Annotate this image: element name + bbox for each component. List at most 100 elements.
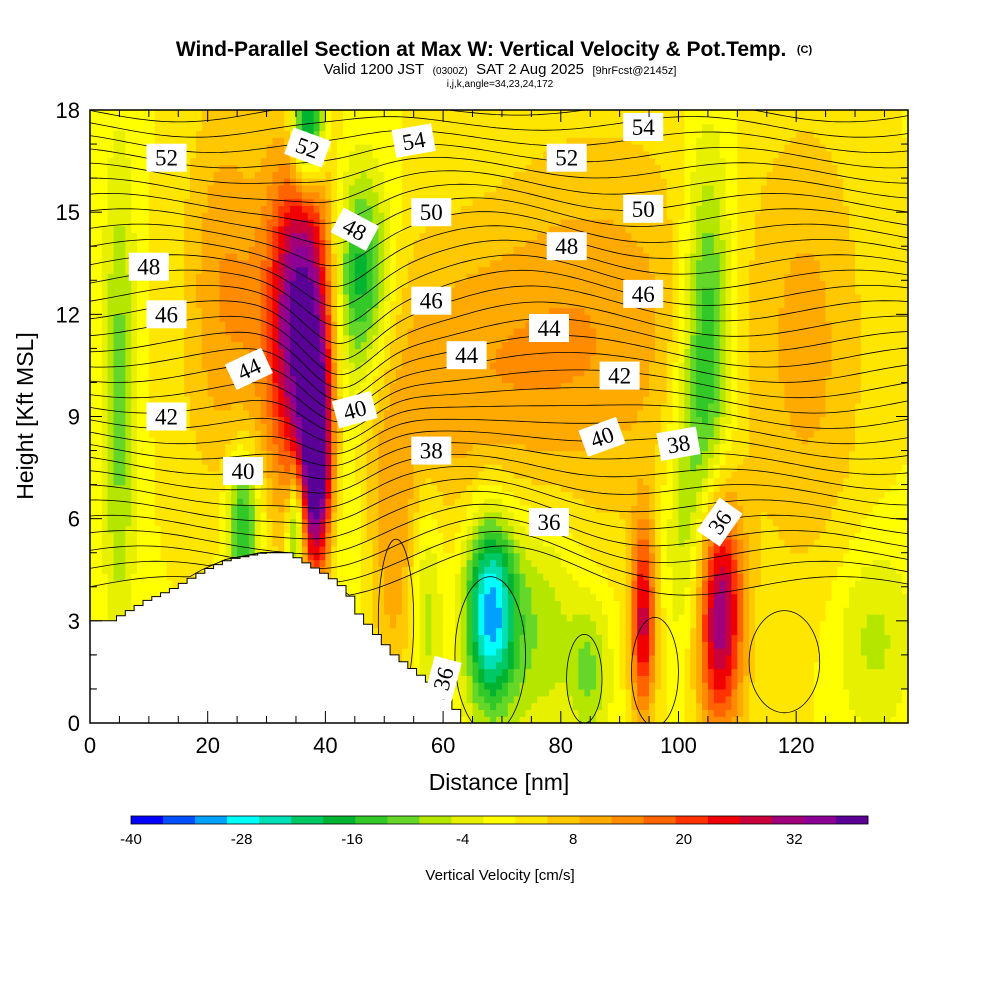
velocity-cell [90,505,97,513]
velocity-cell [225,409,232,418]
velocity-cell [184,150,191,159]
velocity-cell [366,614,374,622]
velocity-cell [307,498,315,506]
velocity-cell [307,348,315,356]
velocity-cell [190,552,197,561]
velocity-cell [343,511,350,520]
velocity-cell [301,232,309,241]
velocity-cell [178,327,185,336]
velocity-cell [190,362,197,370]
velocity-cell [319,273,326,281]
velocity-cell [319,464,326,472]
velocity-cell [284,280,291,288]
velocity-cell [313,552,321,561]
velocity-cell [172,532,179,540]
velocity-cell [266,253,274,261]
velocity-cell [295,191,303,200]
velocity-cell [331,443,338,452]
velocity-cell [319,287,326,295]
velocity-cell [378,491,385,499]
velocity-cell [137,518,144,527]
velocity-cell [337,287,344,295]
velocity-cell [260,307,268,315]
velocity-cell [354,593,362,601]
velocity-cell [348,505,356,513]
velocity-cell [219,443,226,452]
velocity-cell [278,423,285,431]
velocity-cell [248,498,256,506]
velocity-cell [290,321,297,329]
velocity-cell [225,198,232,206]
velocity-cell [260,259,268,268]
velocity-cell [219,341,226,349]
velocity-cell [343,150,350,159]
velocity-cell [272,498,279,506]
velocity-cell [396,620,403,629]
velocity-cell [372,157,379,166]
velocity-cell [248,525,256,533]
velocity-cell [366,130,374,138]
velocity-cell [348,436,356,445]
velocity-cell [325,402,332,411]
velocity-cell [166,116,173,125]
velocity-cell [331,164,338,172]
velocity-cell [390,579,397,588]
velocity-cell [213,157,221,166]
velocity-cell [278,470,285,479]
velocity-cell [125,212,132,220]
velocity-cell [213,225,221,234]
velocity-cell [207,545,215,554]
velocity-cell [390,362,397,370]
velocity-cell [172,137,179,145]
velocity-cell [348,334,356,343]
velocity-cell [142,130,150,138]
velocity-cell [260,205,268,213]
velocity-cell [266,382,274,390]
velocity-cell [301,280,309,288]
velocity-cell [390,477,397,486]
velocity-cell [166,430,173,438]
velocity-cell [390,470,397,479]
velocity-cell [101,130,109,138]
velocity-cell [337,198,344,206]
velocity-cell [254,239,262,247]
velocity-cell [213,532,221,540]
velocity-cell [119,457,126,465]
velocity-cell [95,287,103,295]
velocity-cell [131,239,138,247]
velocity-cell [319,164,326,172]
velocity-cell [295,314,303,322]
velocity-cell [184,300,191,309]
velocity-cell [113,552,121,561]
velocity-cell [207,171,215,179]
velocity-cell [295,232,303,241]
velocity-cell [119,164,126,172]
velocity-cell [260,300,268,309]
velocity-cell [207,293,215,302]
velocity-cell [331,178,338,186]
velocity-cell [107,123,115,132]
velocity-cell [301,443,309,452]
velocity-cell [407,423,415,431]
velocity-cell [319,545,326,554]
velocity-cell [137,348,144,356]
velocity-cell [225,382,232,390]
velocity-cell [295,518,303,527]
velocity-cell [390,239,397,247]
velocity-cell [184,116,191,125]
velocity-cell [248,505,256,513]
velocity-cell [401,430,409,438]
velocity-cell [313,171,321,179]
velocity-cell [401,375,409,384]
velocity-cell [125,402,132,411]
velocity-cell [260,150,268,159]
velocity-cell [213,348,221,356]
velocity-cell [331,110,338,118]
velocity-cell [396,116,403,125]
velocity-cell [396,600,403,608]
velocity-cell [90,436,97,445]
velocity-cell [372,423,379,431]
velocity-cell [384,443,391,452]
velocity-cell [172,205,179,213]
velocity-cell [237,150,244,159]
